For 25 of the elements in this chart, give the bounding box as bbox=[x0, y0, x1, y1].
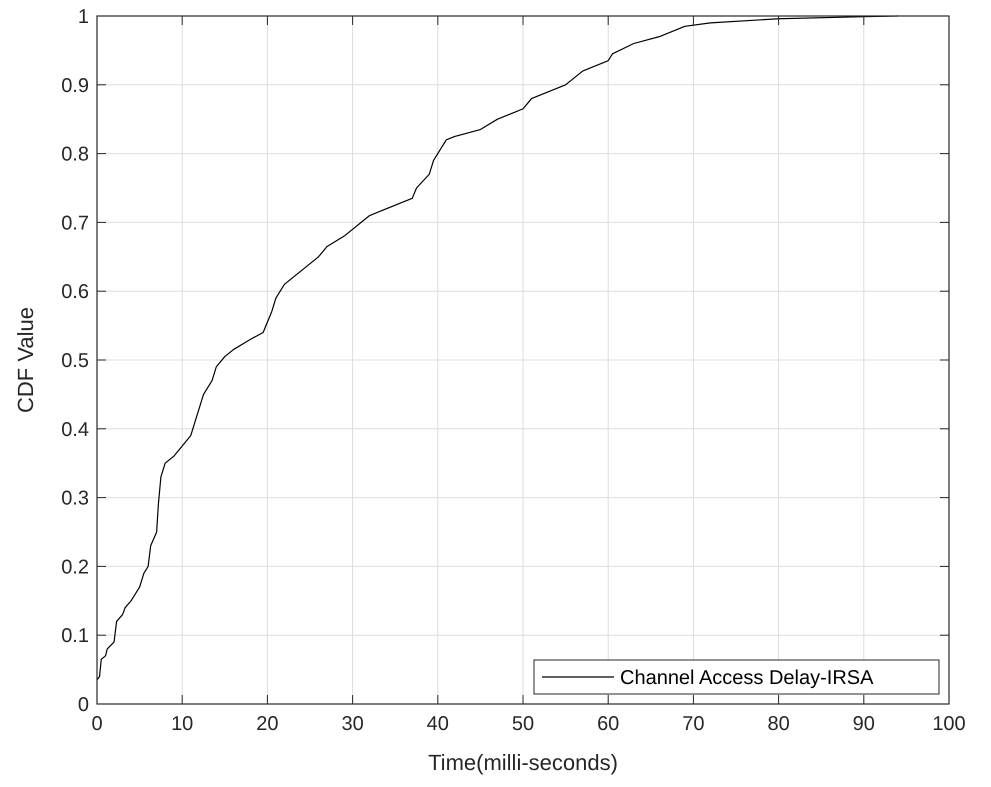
y-tick-label: 1 bbox=[78, 6, 89, 28]
x-axis-title: Time(milli-seconds) bbox=[428, 750, 618, 775]
x-tick-label: 0 bbox=[91, 713, 103, 735]
y-tick-label: 0.8 bbox=[61, 144, 89, 166]
x-tick-label: 30 bbox=[341, 713, 364, 735]
x-tick-label: 50 bbox=[512, 713, 534, 735]
y-tick-label: 0.5 bbox=[61, 350, 89, 372]
y-tick-label: 0.1 bbox=[61, 625, 89, 648]
x-tick-label: 70 bbox=[682, 713, 705, 735]
y-tick-label: 0.7 bbox=[61, 212, 89, 234]
y-axis-title: CDF Value bbox=[13, 307, 38, 413]
x-tick-label: 40 bbox=[426, 713, 449, 735]
x-tick-label: 80 bbox=[767, 713, 790, 735]
y-tick-label: 0.6 bbox=[61, 281, 89, 304]
x-tick-label: 100 bbox=[932, 713, 966, 735]
x-tick-label: 10 bbox=[171, 713, 194, 735]
legend-label: Channel Access Delay-IRSA bbox=[620, 667, 874, 689]
x-tick-label: 60 bbox=[597, 713, 620, 735]
x-tick-label: 90 bbox=[852, 713, 875, 735]
y-tick-label: 0.9 bbox=[61, 74, 89, 97]
y-tick-label: 0.3 bbox=[61, 488, 89, 510]
y-tick-label: 0 bbox=[78, 694, 89, 716]
y-tick-label: 0.2 bbox=[61, 556, 89, 578]
y-tick-label: 0.4 bbox=[61, 418, 89, 441]
x-tick-label: 20 bbox=[256, 713, 279, 735]
